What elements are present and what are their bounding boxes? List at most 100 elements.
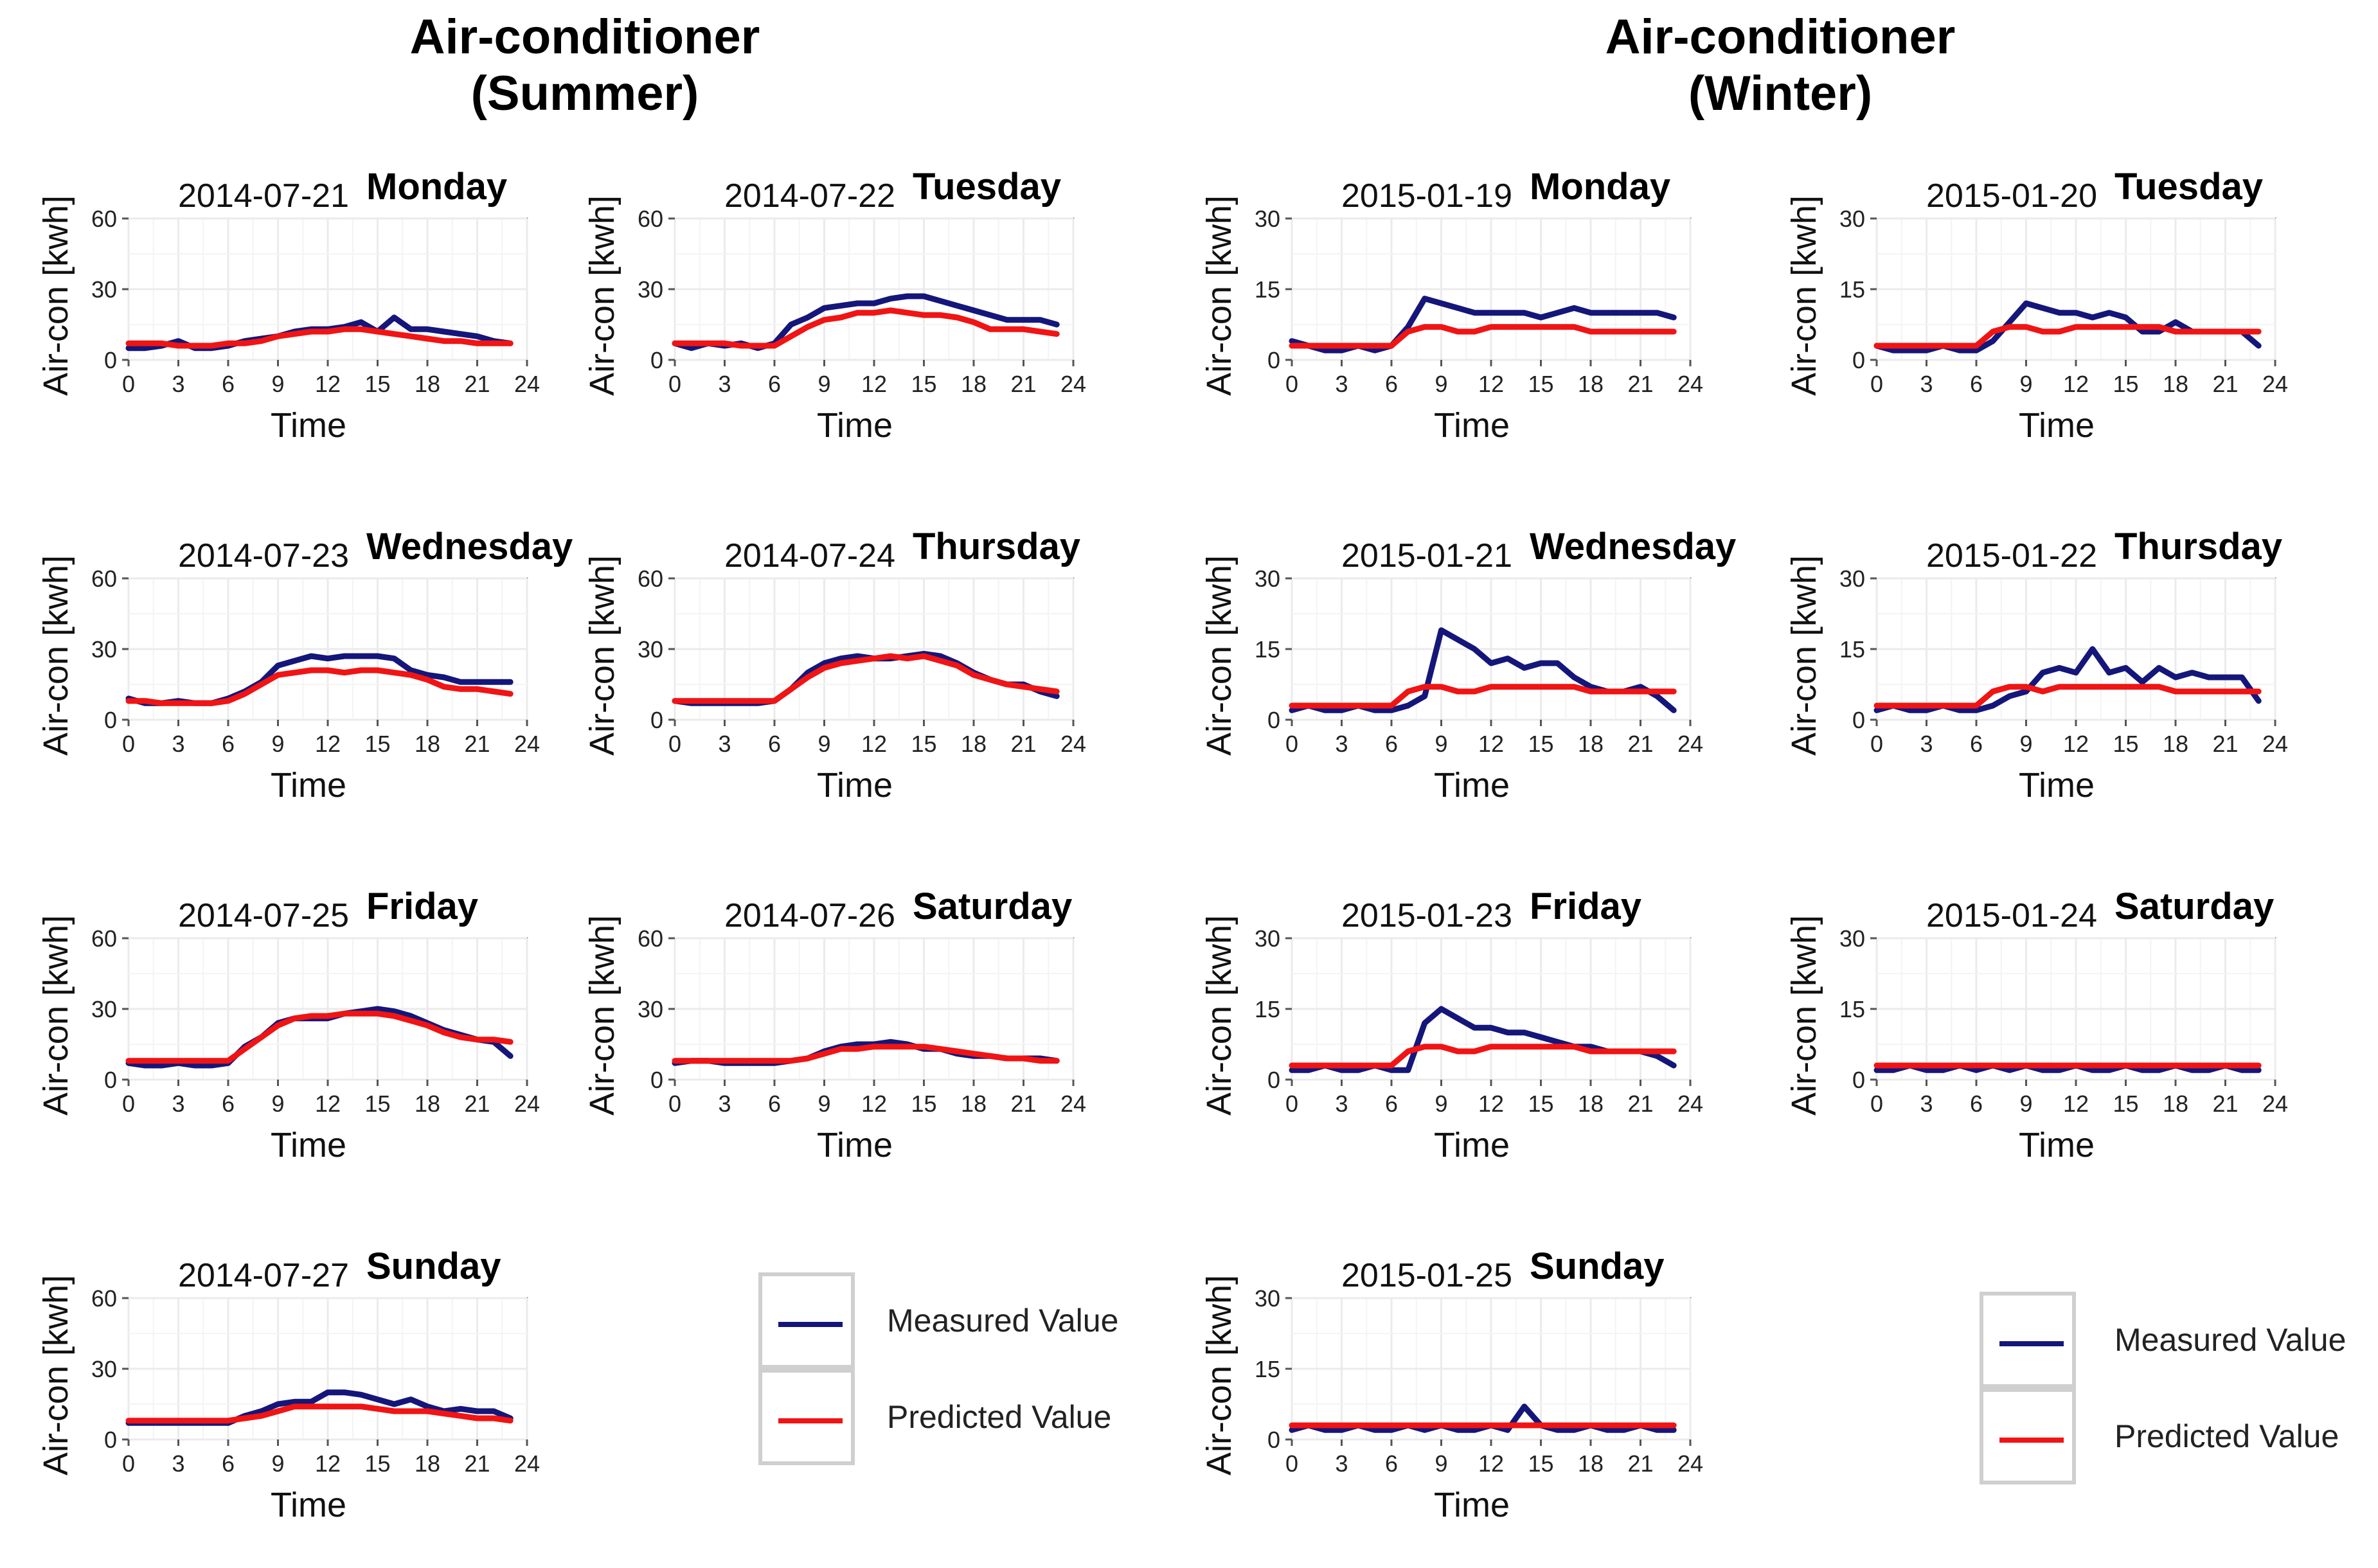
chart-title-date: 2015-01-24: [1926, 897, 2097, 934]
x-tick-label: 18: [2163, 1091, 2188, 1117]
x-tick-label: 6: [768, 371, 781, 397]
chart-title-date: 2014-07-25: [178, 897, 349, 934]
x-tick-label: 9: [2019, 731, 2032, 757]
x-tick-label: 21: [1627, 1091, 1653, 1117]
x-tick-label: 3: [1920, 1091, 1933, 1117]
x-tick-label: 21: [464, 371, 490, 397]
x-tick-label: 15: [911, 1091, 936, 1117]
x-tick-label: 3: [1920, 371, 1933, 397]
y-axis-label: Air-con [kwh]: [37, 915, 75, 1116]
y-tick-label: 30: [91, 1356, 117, 1382]
x-tick-label: 15: [2113, 371, 2138, 397]
x-tick-label: 21: [1010, 731, 1036, 757]
x-tick-label: 18: [1578, 731, 1604, 757]
x-axis-label: Time: [817, 406, 893, 445]
x-tick-label: 3: [172, 1450, 184, 1477]
x-tick-label: 0: [1285, 731, 1298, 757]
x-tick-label: 3: [1335, 1091, 1348, 1117]
y-tick-label: 30: [1255, 206, 1280, 232]
x-tick-label: 3: [172, 1091, 184, 1117]
chart-panel-summer-monday: 0 3 6 9 12 15 18 21 24 0 30 60 Time Air-con [kwh] 2014…: [13, 154, 546, 476]
summer-title-line1: Air-conditioner: [409, 10, 760, 64]
y-tick-label: 30: [638, 276, 663, 303]
legend-key-predicted: [1980, 1388, 2076, 1484]
y-axis-label: Air-con [kwh]: [37, 1275, 75, 1475]
x-tick-label: 6: [768, 731, 781, 757]
chart-title-weekday: Sunday: [1530, 1245, 1665, 1287]
y-tick-label: 60: [638, 206, 663, 232]
y-tick-label: 30: [1839, 206, 1865, 232]
chart-panel-winter-wednesday: 0 3 6 9 12 15 18 21 24 0 15 30 Time Air-con [kwh] 2015…: [1176, 514, 1736, 835]
x-tick-label: 24: [2262, 371, 2288, 397]
x-tick-label: 18: [961, 1091, 987, 1117]
chart-title-date: 2014-07-21: [178, 177, 349, 215]
x-tick-label: 9: [271, 1450, 284, 1477]
series-line-predicted: [1873, 684, 2262, 709]
x-tick-label: 24: [514, 371, 540, 397]
chart-title-date: 2015-01-20: [1926, 177, 2097, 215]
legend-summer: Measured Value Predicted Value: [758, 1272, 1157, 1472]
chart-panel-winter-sunday: 0 3 6 9 12 15 18 21 24 0 15 30 Time Air-con [kwh] 2015…: [1176, 1234, 1710, 1555]
x-tick-label: 15: [364, 371, 390, 397]
chart-title-weekday: Saturday: [2114, 886, 2274, 927]
x-tick-label: 6: [1385, 731, 1398, 757]
x-tick-label: 6: [1970, 371, 1983, 397]
x-tick-label: 15: [1528, 731, 1553, 757]
x-tick-label: 9: [818, 731, 830, 757]
line-chart-svg: 0 3 6 9 12 15 18 21 24 0 30 60 Time Air-con [kwh] 2014…: [37, 166, 540, 445]
y-axis-label: Air-con [kwh]: [583, 915, 621, 1116]
winter-title-line2: (Winter): [1688, 66, 1873, 121]
legend-swatch-predicted: [1999, 1438, 2064, 1443]
y-axis-label: Air-con [kwh]: [1785, 555, 1823, 756]
series-line-predicted: [672, 1044, 1060, 1064]
legend-winter: Measured Value Predicted Value: [1980, 1292, 2365, 1491]
y-tick-label: 0: [104, 1427, 117, 1453]
y-tick-label: 0: [1852, 1067, 1865, 1093]
y-tick-label: 30: [1839, 925, 1865, 952]
grid: [127, 577, 528, 721]
x-tick-label: 0: [1285, 1091, 1298, 1117]
x-tick-label: 9: [818, 1091, 830, 1117]
x-tick-label: 18: [415, 1450, 440, 1477]
x-tick-label: 12: [1478, 371, 1504, 397]
chart-panel-winter-monday: 0 3 6 9 12 15 18 21 24 0 15 30 Time Air-con [kwh] 2015…: [1176, 154, 1710, 476]
x-axis-label: Time: [1434, 406, 1510, 445]
x-tick-label: 15: [911, 731, 936, 757]
x-tick-label: 15: [364, 731, 390, 757]
x-tick-label: 21: [1627, 371, 1653, 397]
chart-title-weekday: Sunday: [366, 1245, 501, 1287]
line-chart-svg: 0 3 6 9 12 15 18 21 24 0 30 60 Time Air-con [kwh] 2014…: [37, 1245, 540, 1524]
chart-title-weekday: Tuesday: [2114, 166, 2263, 208]
y-tick-label: 15: [1255, 276, 1280, 303]
series-line-predicted: [125, 667, 514, 706]
y-tick-label: 60: [638, 925, 663, 952]
x-tick-label: 18: [415, 731, 440, 757]
chart-title-weekday: Friday: [366, 886, 478, 927]
y-tick-label: 0: [104, 707, 117, 733]
x-tick-label: 15: [1528, 1450, 1553, 1477]
x-tick-label: 18: [415, 371, 440, 397]
chart-title-weekday: Saturday: [913, 886, 1072, 927]
y-axis-label: Air-con [kwh]: [1785, 915, 1823, 1116]
x-axis-label: Time: [817, 766, 893, 805]
x-tick-label: 21: [1627, 731, 1653, 757]
x-tick-label: 3: [172, 371, 184, 397]
x-tick-label: 12: [861, 1091, 887, 1117]
x-tick-label: 9: [1435, 731, 1447, 757]
legend-key-measured: [758, 1272, 855, 1369]
x-tick-label: 9: [271, 371, 284, 397]
chart-panel-summer-thursday: 0 3 6 9 12 15 18 21 24 0 30 60 Time Air-con [kwh] 2014…: [559, 514, 1093, 835]
y-axis-label: Air-con [kwh]: [583, 555, 621, 756]
chart-panel-winter-friday: 0 3 6 9 12 15 18 21 24 0 15 30 Time Air-con [kwh] 2015…: [1176, 874, 1710, 1195]
chart-panel-winter-saturday: 0 3 6 9 12 15 18 21 24 0 15 30 Time Air-con [kwh] 2015…: [1761, 874, 2294, 1195]
x-tick-label: 3: [1335, 1450, 1348, 1477]
x-tick-label: 12: [315, 731, 341, 757]
legend-label-predicted: Predicted Value: [887, 1399, 1112, 1435]
y-tick-label: 15: [1839, 996, 1865, 1022]
chart-title-date: 2014-07-26: [724, 897, 895, 934]
x-tick-label: 24: [514, 1450, 540, 1477]
x-tick-label: 6: [1970, 731, 1983, 757]
x-tick-label: 6: [222, 1091, 235, 1117]
chart-title-weekday: Wednesday: [1530, 526, 1736, 567]
chart-panel-summer-sunday: 0 3 6 9 12 15 18 21 24 0 30 60 Time Air-con [kwh] 2014…: [13, 1234, 546, 1555]
